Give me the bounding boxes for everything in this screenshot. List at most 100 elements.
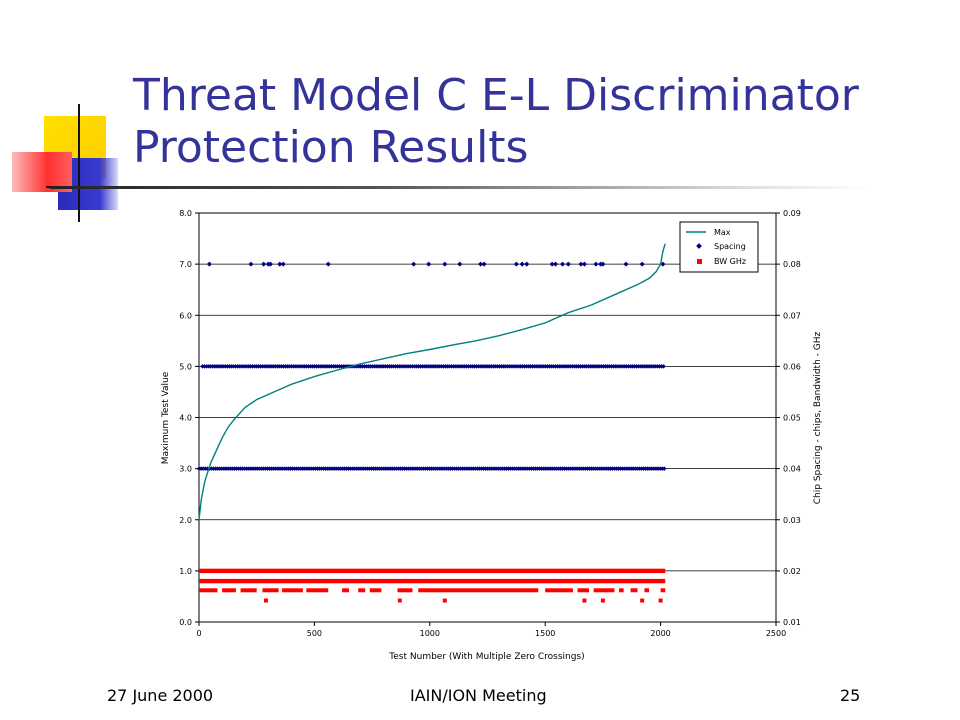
- footer-date: 27 June 2000: [107, 686, 214, 705]
- bw-point: [640, 598, 645, 603]
- x-tick-label: 0: [196, 629, 201, 638]
- bw-point: [397, 598, 402, 603]
- bw-point-group: [199, 588, 218, 593]
- spacing-point: [206, 261, 212, 267]
- spacing-point: [478, 261, 484, 267]
- x-tick-label: 500: [307, 629, 322, 638]
- bw-point-band: [199, 578, 666, 584]
- spacing-point: [268, 261, 274, 267]
- x-tick-label: 1500: [535, 629, 555, 638]
- legend-max-label: Max: [714, 228, 731, 237]
- spacing-point: [593, 261, 599, 267]
- bw-point-group: [593, 588, 615, 593]
- right-axis: 0.01 0.02 0.03 0.04 0.05 0.06 0.07 0.08 0.09: [776, 209, 801, 627]
- spacing-point: [662, 466, 667, 471]
- bw-point: [442, 598, 447, 603]
- y-left-tick-label: 4.0: [179, 414, 192, 423]
- bw-point-group: [282, 588, 303, 593]
- y-left-tick-label: 3.0: [179, 465, 192, 474]
- spacing-point: [661, 364, 666, 369]
- bw-point-group: [619, 588, 624, 593]
- bw-point: [600, 598, 605, 603]
- left-axis: 0.0 1.0 2.0 3.0 4.0 5.0 6.0 7.0 8.0: [179, 209, 199, 627]
- legend-bw-swatch: [697, 259, 702, 264]
- y-left-tick-label: 6.0: [179, 311, 192, 320]
- spacing-point: [581, 261, 587, 267]
- y-left-tick-label: 1.0: [179, 567, 192, 576]
- spacing-point: [411, 261, 417, 267]
- spacing-point: [639, 261, 645, 267]
- spacing-point: [277, 261, 283, 267]
- spacing-point: [623, 261, 629, 267]
- spacing-point: [578, 261, 584, 267]
- y-left-tick-label: 2.0: [179, 516, 192, 525]
- spacing-point: [513, 261, 519, 267]
- spacing-point: [481, 261, 487, 267]
- bw-point-group: [262, 588, 279, 593]
- y-right-tick-label: 0.04: [783, 465, 801, 474]
- y-right-tick-label: 0.08: [783, 260, 801, 269]
- spacing-series: [196, 261, 667, 471]
- legend-spacing-swatch: [696, 243, 702, 249]
- spacing-point: [261, 261, 267, 267]
- bw-series: [199, 568, 666, 603]
- y-right-tick-label: 0.02: [783, 567, 801, 576]
- y-axis-left-title: Maximum Test Value: [161, 371, 171, 464]
- y-left-tick-label: 0.0: [179, 618, 192, 627]
- x-axis: 0 500 1000 1500 2000 2500: [196, 622, 786, 638]
- bw-point-band: [199, 568, 666, 574]
- y-axis-right-title: Chip Spacing - chips, Bandwidth - GHz: [813, 331, 823, 504]
- y-right-tick-label: 0.06: [783, 362, 801, 371]
- y-left-tick-label: 5.0: [179, 362, 192, 371]
- spacing-point: [519, 261, 525, 267]
- bw-point-group: [369, 588, 382, 593]
- bw-point-group: [545, 588, 573, 593]
- spacing-point: [442, 261, 448, 267]
- deco-red-square: [12, 152, 72, 192]
- bw-point-group: [358, 588, 366, 593]
- legend: Max Spacing BW GHz: [679, 221, 759, 273]
- spacing-point: [280, 261, 286, 267]
- y-right-tick-label: 0.07: [783, 311, 801, 320]
- y-right-tick-label: 0.03: [783, 516, 801, 525]
- title-line-1: Threat Model C E-L Discriminator: [133, 70, 859, 121]
- y-right-tick-label: 0.01: [783, 618, 801, 627]
- footer-page-number: 25: [840, 686, 861, 705]
- legend-box: [679, 221, 759, 273]
- bw-point-group: [660, 588, 666, 593]
- x-tick-label: 2500: [766, 629, 786, 638]
- y-right-tick-label: 0.09: [783, 209, 801, 218]
- bw-point: [582, 598, 587, 603]
- title-underline: [50, 186, 870, 189]
- spacing-point: [248, 261, 254, 267]
- bw-point: [658, 598, 663, 603]
- spacing-point: [426, 261, 432, 267]
- bw-point-group: [418, 588, 539, 593]
- bw-point-group: [644, 588, 650, 593]
- bw-point-group: [397, 588, 413, 593]
- spacing-point: [325, 261, 331, 267]
- bw-point: [263, 598, 268, 603]
- legend-bw-label: BW GHz: [714, 257, 746, 266]
- bw-point-group: [306, 588, 329, 593]
- y-left-tick-label: 7.0: [179, 260, 192, 269]
- y-left-tick-label: 8.0: [179, 209, 192, 218]
- bw-point-group: [222, 588, 236, 593]
- footer-event: IAIN/ION Meeting: [410, 686, 547, 705]
- max-series-line: [198, 243, 666, 520]
- bw-point-group: [240, 588, 257, 593]
- spacing-point: [553, 261, 559, 267]
- x-tick-label: 2000: [650, 629, 670, 638]
- deco-vertical-line: [78, 104, 80, 222]
- x-axis-title: Test Number (With Multiple Zero Crossing…: [388, 652, 584, 662]
- legend-spacing-label: Spacing: [714, 242, 746, 251]
- title-line-2: Protection Results: [133, 122, 529, 173]
- bw-point-group: [342, 588, 350, 593]
- x-tick-label: 1000: [420, 629, 440, 638]
- bw-point-group: [577, 588, 590, 593]
- slide-title: Threat Model C E-L Discriminator Protect…: [133, 70, 913, 174]
- spacing-point: [559, 261, 566, 267]
- bw-point-group: [630, 588, 638, 593]
- spacing-point: [457, 261, 463, 267]
